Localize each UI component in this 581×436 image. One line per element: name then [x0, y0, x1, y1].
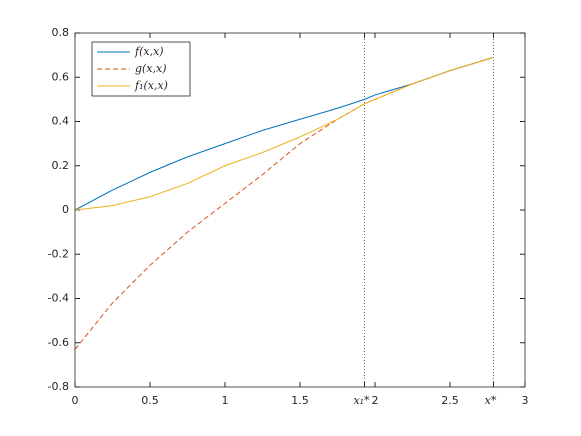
x-tick-label: 0: [72, 394, 79, 407]
y-tick-label: -0.2: [48, 247, 69, 260]
legend-label: f(x,x): [134, 45, 164, 58]
x-tick-label: x₁*: [353, 394, 370, 407]
x-tick-label: 1: [222, 394, 229, 407]
y-tick-label: -0.6: [48, 336, 69, 349]
line-series: [74, 56, 494, 350]
y-tick-label: 0.8: [52, 26, 70, 39]
x-tick-label: 0.5: [141, 394, 159, 407]
x-tick-label: 2.5: [441, 394, 459, 407]
y-tick-label: 0.4: [52, 115, 70, 128]
axes-box: [74, 32, 526, 388]
y-tick-label: -0.8: [48, 380, 69, 393]
legend-label: f₁(x,x): [134, 79, 168, 92]
x-tick-label: 1.5: [291, 394, 309, 407]
y-tick-label: 0.6: [52, 70, 70, 83]
y-tick-label: 0.2: [52, 159, 70, 172]
y-tick-label: -0.4: [48, 292, 69, 305]
x-tick-label: x*: [485, 394, 497, 407]
x-tick-label: 3: [522, 394, 529, 407]
x-tick-label: 2: [372, 394, 379, 407]
y-tick-label: 0: [62, 203, 69, 216]
legend-label: g(x,x): [135, 62, 167, 75]
line-series: [74, 56, 494, 211]
